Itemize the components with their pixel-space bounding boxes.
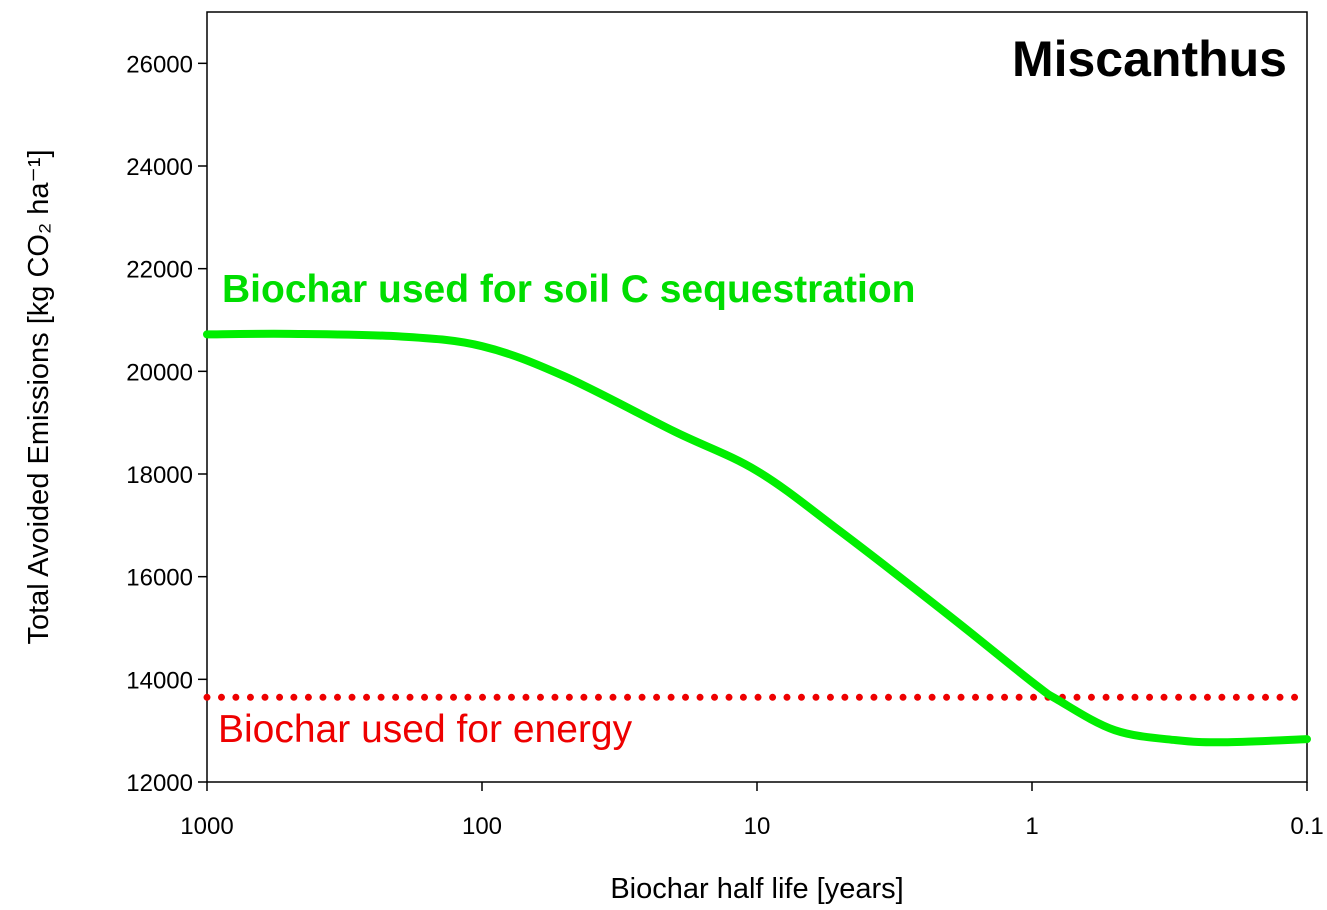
y-tick-label: 24000 (126, 154, 193, 181)
x-axis-label: Biochar half life [years] (610, 873, 903, 905)
y-tick-label: 16000 (126, 565, 193, 592)
annotation: Miscanthus (1012, 31, 1287, 87)
plot-frame (206, 11, 1308, 783)
x-tick-label: 100 (462, 813, 502, 840)
y-tick-label: 14000 (126, 667, 193, 694)
line-series (203, 329, 1311, 747)
annotation: Biochar used for soil C sequestration (222, 268, 915, 311)
x-tick-label: 1000 (180, 813, 233, 840)
y-tick-label: 12000 (126, 770, 193, 797)
x-tick-label: 1 (1025, 813, 1038, 840)
x-tick-label: 0.1 (1290, 813, 1323, 840)
y-tick-label: 18000 (126, 462, 193, 489)
x-tick-label: 10 (744, 813, 771, 840)
y-tick-label: 26000 (126, 51, 193, 78)
y-tick-label: 22000 (126, 257, 193, 284)
annotation: Biochar used for energy (218, 708, 633, 751)
y-tick-label: 20000 (126, 359, 193, 386)
y-axis-label: Total Avoided Emissions [kg CO₂ ha⁻¹] (23, 149, 55, 644)
